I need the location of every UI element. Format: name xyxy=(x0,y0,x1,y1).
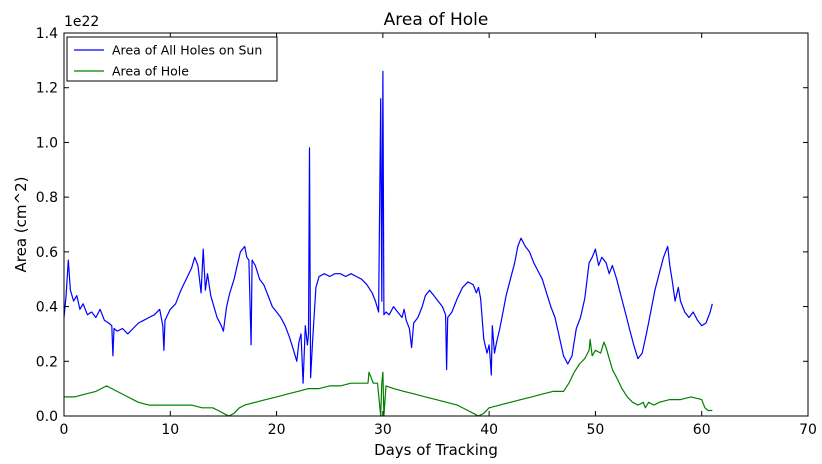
y-tick-label: 0.8 xyxy=(36,190,58,206)
legend: Area of All Holes on Sun Area of Hole xyxy=(66,36,278,82)
plot-frame xyxy=(63,32,809,417)
y-tick-label: 1.2 xyxy=(36,81,58,97)
x-tick-label: 10 xyxy=(161,422,179,438)
y-offset-label: 1e22 xyxy=(64,14,99,30)
x-tick-label: 20 xyxy=(268,422,286,438)
y-tick-label: 0.6 xyxy=(36,245,58,261)
x-tick-label: 70 xyxy=(799,422,817,438)
series-line-1 xyxy=(64,338,713,417)
y-tick-label: 0.0 xyxy=(36,409,58,425)
y-tick-label: 0.2 xyxy=(36,354,58,370)
y-tick-label: 0.4 xyxy=(36,300,58,316)
x-tick-label: 40 xyxy=(480,422,498,438)
y-tick-label: 1.0 xyxy=(36,135,58,151)
chart-title: Area of Hole xyxy=(384,10,489,30)
x-tick-label: 30 xyxy=(374,422,392,438)
legend-box xyxy=(66,36,278,82)
x-tick-label: 0 xyxy=(60,422,69,438)
y-axis-label: Area (cm^2) xyxy=(12,177,30,273)
x-tick-label: 50 xyxy=(587,422,605,438)
legend-entry-hole: Area of Hole xyxy=(112,64,189,79)
x-axis-label: Days of Tracking xyxy=(374,441,498,459)
x-tick-label: 60 xyxy=(693,422,711,438)
series-line-0 xyxy=(63,70,713,384)
series-layer xyxy=(63,70,713,417)
y-tick-label: 1.4 xyxy=(36,26,58,42)
legend-entry-all-holes: Area of All Holes on Sun xyxy=(112,43,262,58)
ticks-layer: 0 10 20 30 40 50 60 70 0.0 0.2 0.4 0.6 0.8 1.0 1.2 1.4 xyxy=(36,26,817,438)
